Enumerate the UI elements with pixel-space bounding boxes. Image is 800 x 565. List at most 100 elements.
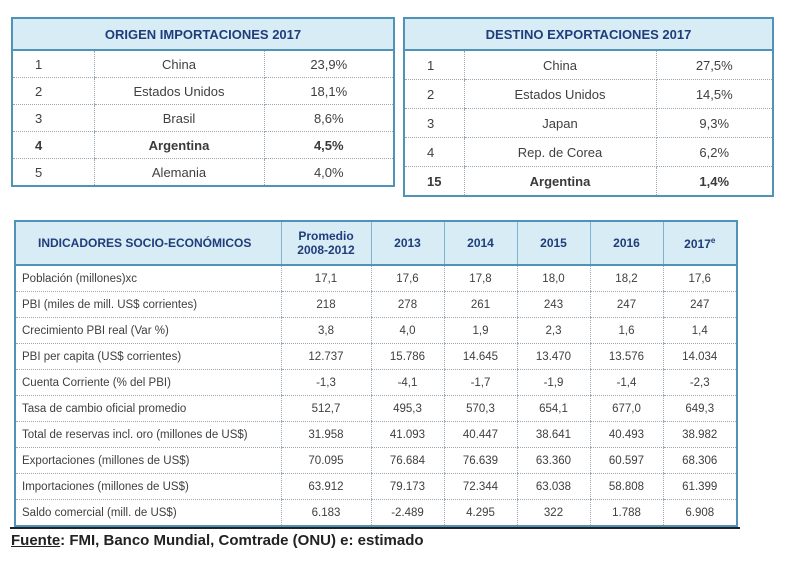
table-row: Tasa de cambio oficial promedio 512,7 495,…: [15, 395, 737, 422]
indicator-value: 261: [443, 291, 517, 318]
indicator-value: 278: [370, 291, 444, 318]
indicator-label: Saldo comercial (mill. de US$): [22, 506, 177, 519]
indicator-value: 649,3: [662, 395, 737, 422]
exports-table-title: DESTINO EXPORTACIONES 2017: [404, 18, 773, 51]
country-cell: China: [463, 50, 657, 80]
indicator-value: 17,6: [662, 265, 737, 292]
indicator-value: 2,3: [516, 317, 590, 344]
share-cell: 8,6%: [264, 104, 395, 132]
rank-cell: 2: [12, 77, 94, 105]
indicator-value: 13.576: [589, 343, 663, 370]
table-row: 1 China 27,5%: [404, 50, 773, 80]
indicator-value: 14.645: [443, 343, 517, 370]
indicator-value: 31.958: [280, 421, 371, 448]
indicator-value: 13.470: [516, 343, 590, 370]
rank-cell: 5: [35, 164, 43, 180]
indicator-value: 76.639: [443, 447, 517, 474]
indicator-value: 1.788: [589, 499, 663, 526]
rank-cell: 1: [404, 50, 464, 80]
source-note: Fuente: FMI, Banco Mundial, Comtrade (ON…: [11, 532, 424, 549]
indicator-label: Tasa de cambio oficial promedio: [15, 395, 281, 422]
indicator-value: 40.493: [589, 421, 663, 448]
indicator-label: Cuenta Corriente (% del PBI): [15, 369, 281, 396]
country-cell: Estados Unidos: [463, 79, 657, 109]
country-cell: Estados Unidos: [93, 77, 265, 105]
indicator-value: -2.489: [370, 499, 444, 526]
indicator-value: 247: [589, 291, 663, 318]
table-row: 1 China 23,9%: [12, 50, 395, 78]
table-row: Saldo comercial (mill. de US$) 6.183 -2.48…: [15, 499, 737, 526]
indicator-value: 654,1: [516, 395, 590, 422]
table-row-highlighted: 15 Argentina 1,4%: [404, 166, 773, 196]
table-row: Importaciones (millones de US$) 63.912 79.…: [15, 473, 737, 500]
indicator-value: 40.447: [443, 421, 517, 448]
indicator-value: 677,0: [589, 395, 663, 422]
share-cell: 27,5%: [656, 50, 773, 80]
column-header-year: 2015: [516, 221, 590, 266]
indicator-value: 17,1: [280, 265, 371, 292]
imports-table-title: ORIGEN IMPORTACIONES 2017: [12, 18, 395, 51]
table-row: Exportaciones (millones de US$) 70.095 76.…: [15, 447, 737, 474]
indicator-value: 38.982: [662, 421, 737, 448]
rank-cell: 15: [427, 173, 442, 189]
indicator-value: 4.295: [443, 499, 517, 526]
indicator-value: -1,3: [280, 369, 371, 396]
indicator-value: -1,4: [589, 369, 663, 396]
table-row: 4 Rep. de Corea 6,2%: [404, 137, 773, 167]
indicator-value: -4,1: [370, 369, 444, 396]
indicators-body: Población (millones)xc 17,1 17,6 17,8 18,0 18…: [15, 265, 737, 526]
indicator-value: 243: [516, 291, 590, 318]
rank-cell: 3: [12, 104, 94, 132]
share-cell: 23,9%: [264, 50, 395, 78]
indicator-value: 15.786: [370, 343, 444, 370]
indicator-value: 76.684: [370, 447, 444, 474]
table-row: 2 Estados Unidos 14,5%: [404, 79, 773, 109]
indicator-value: 79.173: [370, 473, 444, 500]
table-row: Cuenta Corriente (% del PBI) -1,3 -4,1 -1,7…: [15, 369, 737, 396]
indicator-value: -1,9: [516, 369, 590, 396]
indicator-value: 18,0: [516, 265, 590, 292]
indicator-label: PBI (miles de mill. US$ corrientes): [15, 291, 281, 318]
table-row: Población (millones)xc 17,1 17,6 17,8 18,0 18…: [15, 265, 737, 292]
column-header-average: Promedio 2008-2012: [280, 221, 371, 266]
indicator-value: 72.344: [443, 473, 517, 500]
rank-cell: 4: [404, 137, 464, 167]
share-cell: 9,3%: [656, 108, 773, 138]
table-header-row: INDICADORES SOCIO-ECONÓMICOS Promedio 20…: [15, 221, 737, 266]
indicator-value: 63.360: [516, 447, 590, 474]
indicator-value: 4,0: [370, 317, 444, 344]
table-row: 3 Japan 9,3%: [404, 108, 773, 138]
share-cell: 18,1%: [264, 77, 395, 105]
indicator-value: 17,8: [443, 265, 517, 292]
rank-cell: 1: [12, 50, 94, 78]
indicator-value: 18,2: [589, 265, 663, 292]
indicator-value: 322: [516, 499, 590, 526]
indicator-value: 38.641: [516, 421, 590, 448]
share-cell: 1,4%: [699, 173, 730, 189]
indicator-value: 512,7: [280, 395, 371, 422]
source-label: Fuente: [11, 532, 61, 549]
exports-destination-table: DESTINO EXPORTACIONES 2017 1 China 27,5%…: [403, 17, 774, 197]
rank-cell: 3: [404, 108, 464, 138]
indicator-value: 41.093: [370, 421, 444, 448]
country-cell: Brasil: [93, 104, 265, 132]
source-divider: [10, 527, 740, 529]
country-cell: Alemania: [93, 158, 265, 186]
indicators-table-title: INDICADORES SOCIO-ECONÓMICOS: [15, 221, 281, 266]
table-row: PBI per capita (US$ corrientes) 12.737 15.…: [15, 343, 737, 370]
indicator-value: 70.095: [280, 447, 371, 474]
country-cell: Argentina: [463, 166, 657, 196]
column-header-year-estimated: 2017e: [662, 221, 737, 266]
share-cell: 4,5%: [264, 131, 395, 159]
table-row: 2 Estados Unidos 18,1%: [12, 77, 395, 105]
indicator-value: 58.808: [589, 473, 663, 500]
source-text: : FMI, Banco Mundial, Comtrade (ONU) e: …: [60, 532, 424, 549]
indicator-value: 3,8: [280, 317, 371, 344]
indicator-value: 218: [280, 291, 371, 318]
imports-origin-table: ORIGEN IMPORTACIONES 2017 1 China 23,9% …: [11, 17, 396, 187]
indicator-value: 63.912: [280, 473, 371, 500]
indicator-value: 12.737: [280, 343, 371, 370]
indicator-value: 68.306: [662, 447, 737, 474]
indicator-label: Población (millones)xc: [15, 265, 281, 292]
indicator-label: Importaciones (millones de US$): [15, 473, 281, 500]
